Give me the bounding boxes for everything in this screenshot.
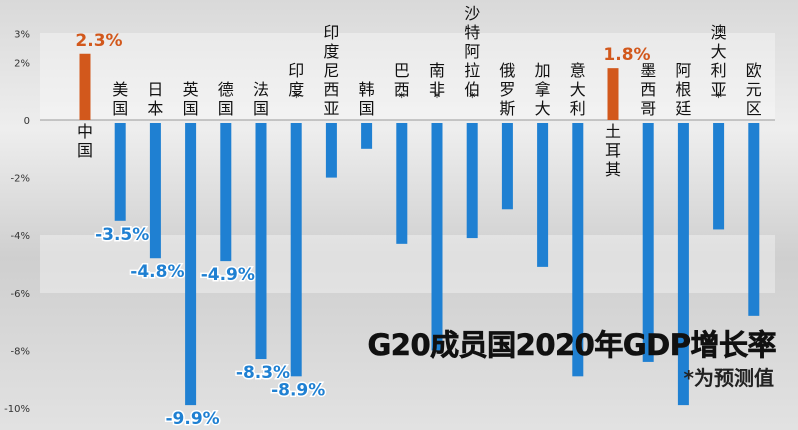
category-label: 沙特阿拉伯* <box>464 4 480 106</box>
category-label: 英国 <box>183 80 199 118</box>
category-label: 墨西哥 <box>640 61 656 118</box>
y-tick-label: -2% <box>11 174 30 185</box>
category-label: 澳大利亚* <box>711 23 727 106</box>
category-label: 欧元区 <box>746 61 762 118</box>
background-band <box>40 33 775 120</box>
bar-17 <box>677 123 689 406</box>
data-label: -8.9% <box>271 380 325 400</box>
category-label: 美国 <box>112 80 128 118</box>
category-label: 意大利 <box>570 61 586 118</box>
bar-11 <box>466 123 478 239</box>
y-tick-label: 0 <box>24 116 30 127</box>
category-label: 巴西* <box>394 61 410 106</box>
bar-10 <box>431 123 443 351</box>
bar-19 <box>748 123 760 316</box>
y-tick-label: 3% <box>14 30 30 41</box>
bar-1 <box>114 123 126 221</box>
category-label: 加拿大 <box>535 61 551 118</box>
chart-title: G20成员国2020年GDP增长率 <box>367 328 777 363</box>
bar-8 <box>361 123 373 149</box>
category-label: 俄罗斯 <box>499 61 515 118</box>
data-label: -4.9% <box>201 265 255 285</box>
bar-16 <box>642 123 654 362</box>
bar-18 <box>713 123 725 230</box>
y-tick-label: -6% <box>11 289 30 300</box>
bar-9 <box>396 123 408 244</box>
bar-0 <box>79 53 91 121</box>
y-tick-label: -8% <box>11 346 30 357</box>
bar-5 <box>255 123 267 360</box>
data-label: -4.8% <box>130 262 184 282</box>
category-label: 韩国 <box>359 80 375 118</box>
category-label: 印度* <box>288 61 304 106</box>
y-tick-label: -4% <box>11 231 30 242</box>
bar-4 <box>220 123 232 262</box>
category-label: 德国 <box>218 80 234 118</box>
bar-3 <box>185 123 197 406</box>
data-label: 1.8% <box>603 45 650 65</box>
category-label: 南非* <box>429 61 445 106</box>
bar-7 <box>325 123 337 178</box>
category-label: 法国 <box>253 80 269 118</box>
data-label: -8.3% <box>236 363 290 383</box>
data-label: -3.5% <box>95 225 149 245</box>
y-tick-label: -10% <box>4 404 30 415</box>
data-label: 2.3% <box>75 31 122 51</box>
data-label: -9.9% <box>165 409 219 429</box>
y-tick-label: 2% <box>14 58 30 69</box>
category-label: 印度尼西亚 <box>323 23 339 118</box>
category-label: 中国 <box>77 122 93 160</box>
bar-6 <box>290 123 302 377</box>
bar-2 <box>149 123 161 259</box>
bar-14 <box>572 123 584 377</box>
bar-12 <box>501 123 513 210</box>
bar-15 <box>607 68 619 120</box>
category-label: 土耳其 <box>605 122 621 179</box>
bar-13 <box>537 123 549 267</box>
chart-note: *为预测值 <box>683 366 774 390</box>
category-label: 阿根廷 <box>675 61 691 118</box>
category-label: 日本 <box>147 80 163 118</box>
